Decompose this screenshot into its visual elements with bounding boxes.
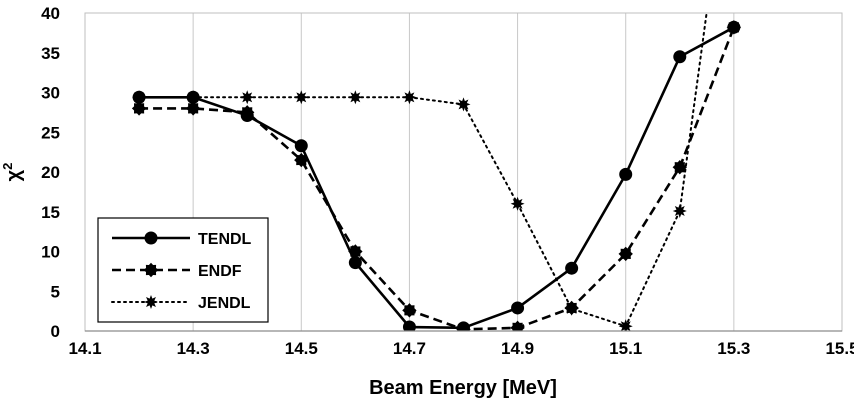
data-point-jendl [186,90,201,105]
data-point-tendl [402,320,416,331]
series-endf [131,20,742,331]
x-axis-title: Beam Energy [MeV] [369,377,557,399]
data-point-jendl [402,90,417,105]
data-point-endf [185,101,201,116]
x-tick-label: 15.3 [717,339,750,358]
data-point-tendl [565,261,579,275]
legend-label-jendl: JENDL [198,295,251,312]
x-tick-label: 15.5 [825,339,854,358]
legend-marker-endf [143,262,159,278]
data-point-endf [240,105,255,120]
y-axis-title: χ2 [0,163,25,182]
x-tick-label: 14.3 [177,339,210,358]
y-tick-label: 0 [51,322,60,341]
data-point-endf [348,244,363,259]
x-tick-label: 14.5 [285,339,318,358]
data-point-tendl [348,256,362,270]
y-tick-label: 15 [41,203,60,222]
x-tick-label: 15.1 [609,339,642,358]
x-tick-label: 14.1 [68,339,101,358]
data-point-tendl [511,301,525,315]
axes [84,12,843,332]
legend-item-jendl: JENDL [111,295,251,312]
y-tick-label: 40 [41,4,60,23]
data-point-endf [510,320,525,331]
y-axis-title-main: χ [3,169,25,181]
y-axis-title-superscript: 2 [0,163,15,170]
data-point-endf [726,20,742,35]
data-point-endf [456,322,471,331]
data-point-endf [131,101,147,116]
y-tick-label: 30 [41,84,60,103]
y-tick-label: 10 [41,243,60,262]
data-point-jendl [564,301,579,316]
y-tick-label: 25 [41,123,60,142]
tick-labels: 14.1 14.3 14.5 14.7 14.9 15.1 15.3 15.5 0 5 10 15 20… [41,4,854,358]
legend: TENDL ENDF JENDL [97,217,269,323]
data-point-jendl [672,203,687,218]
x-tick-label: 14.9 [501,339,534,358]
data-point-jendl [294,90,309,105]
series-line-endf [139,26,736,331]
y-tick-label: 35 [41,44,60,63]
x-tick-label: 14.7 [393,339,426,358]
legend-label-tendl: TENDL [198,231,252,248]
data-point-jendl [348,90,363,105]
data-point-tendl [673,50,687,64]
y-tick-label: 20 [41,163,60,182]
data-point-jendl [618,319,633,331]
data-point-endf [402,303,417,318]
data-point-jendl [240,90,255,105]
series-layer [131,13,742,331]
data-point-endf [294,152,309,168]
data-point-endf [672,160,687,175]
data-point-tendl [619,167,633,181]
data-point-jendl [510,196,525,211]
legend-marker-tendl [144,231,158,245]
series-jendl [132,13,708,331]
legend-label-endf: ENDF [198,263,242,280]
legend-item-tendl: TENDL [112,231,252,248]
y-tick-label: 5 [51,282,60,301]
legend-marker-jendl [144,295,158,309]
legend-item-endf: ENDF [112,262,242,280]
data-point-jendl [456,97,471,112]
data-point-jendl [132,90,147,105]
data-point-endf [618,246,633,262]
data-point-tendl [294,139,308,153]
